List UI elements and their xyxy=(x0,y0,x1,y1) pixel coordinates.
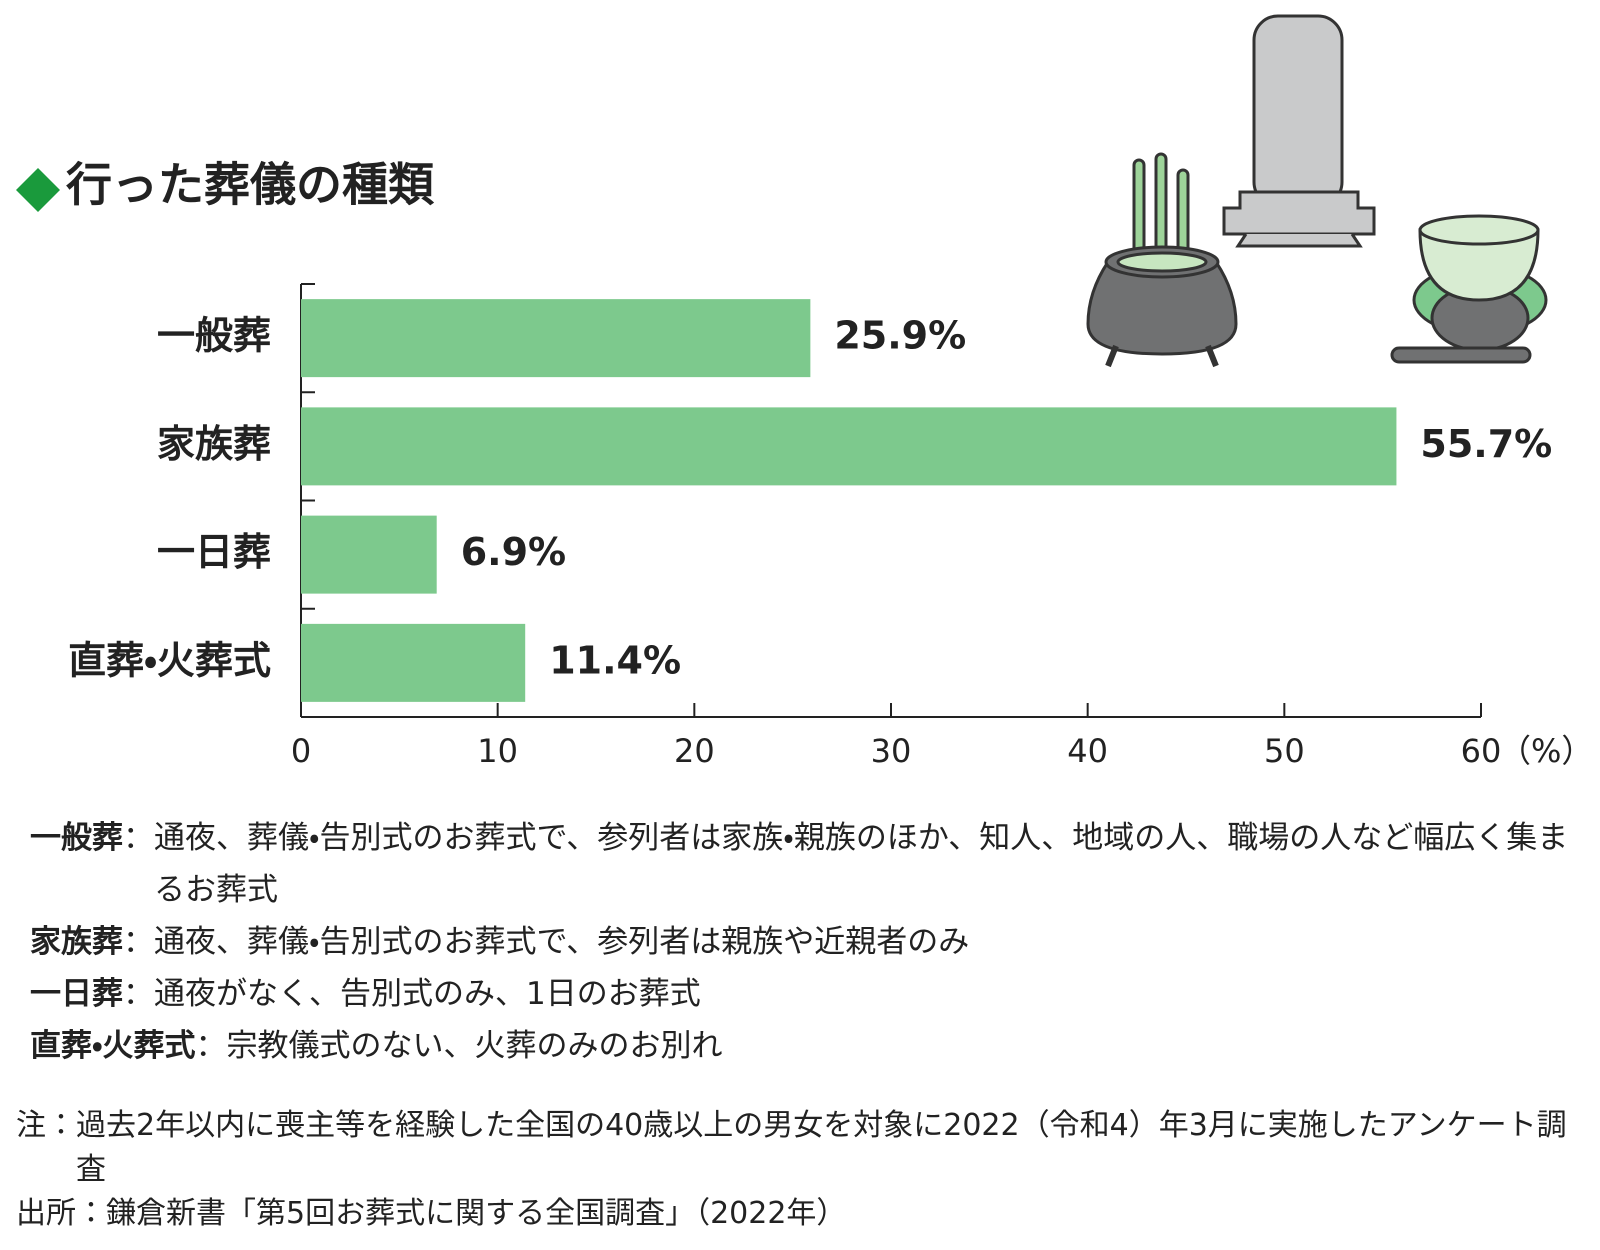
y-tick-label: 家族葬 xyxy=(157,422,271,466)
definition-separator: ： xyxy=(123,820,154,856)
x-tick-label: 50 xyxy=(1264,732,1305,770)
x-tick-label: 30 xyxy=(871,732,912,770)
illustration xyxy=(1086,14,1548,368)
definition-term: 一般葬 xyxy=(30,820,123,856)
bar xyxy=(301,407,1397,486)
y-tick-label: 直葬・火葬式 xyxy=(68,638,271,682)
note-row: 出所： 鎌倉新書「第5回お葬式に関する全国調査」（2022年） xyxy=(16,1192,1586,1236)
notes: 注： 過去2年以内に喪主等を経験した全国の40歳以上の男女を対象に2022（令和4… xyxy=(16,1104,1586,1236)
value-label: 11.4% xyxy=(549,638,681,682)
definition-text: 通夜、葬儀・告別式のお葬式で、参列者は家族・親族のほか、知人、地域の人、職場の人… xyxy=(154,820,1569,908)
y-tick-label: 一日葬 xyxy=(157,530,271,574)
chart-title: 行った葬儀の種類 xyxy=(66,158,435,212)
x-tick-label: 60 xyxy=(1461,732,1502,770)
note-text: 鎌倉新書「第5回お葬式に関する全国調査」（2022年） xyxy=(106,1196,847,1231)
definition-term: 家族葬 xyxy=(30,924,123,960)
definition-separator: ： xyxy=(123,924,154,960)
definition-term: 一日葬 xyxy=(30,976,123,1012)
note-text: 過去2年以内に喪主等を経験した全国の40歳以上の男女を対象に2022（令和4）年… xyxy=(76,1108,1567,1187)
x-tick-label: 20 xyxy=(674,732,715,770)
note-label: 注： xyxy=(16,1108,76,1143)
definitions: 一般葬：通夜、葬儀・告別式のお葬式で、参列者は家族・親族のほか、知人、地域の人、… xyxy=(30,812,1575,1072)
x-unit: （%） xyxy=(1499,732,1593,770)
chart: 行った葬儀の種類 0 10 20 30 40 50 60（%） 一般葬 25.9% 家族葬 55.7… xyxy=(16,14,1593,770)
definition-text: 通夜がなく、告別式のみ、1日のお葬式 xyxy=(154,976,701,1012)
value-label: 6.9% xyxy=(461,530,566,574)
bar xyxy=(301,299,811,378)
bar xyxy=(301,515,437,594)
definition-separator: ： xyxy=(123,976,154,1012)
x-tick-label: 40 xyxy=(1067,732,1108,770)
value-label: 55.7% xyxy=(1420,422,1552,466)
definition-row: 直葬・火葬式：宗教儀式のない、火葬のみのお別れ xyxy=(30,1020,1575,1072)
x-tick-label: 10 xyxy=(477,732,518,770)
definition-text: 宗教儀式のない、火葬のみのお別れ xyxy=(226,1028,723,1064)
x-tick-label: 0 xyxy=(291,732,311,770)
bar xyxy=(301,623,526,702)
definition-separator: ： xyxy=(195,1028,227,1064)
definition-row: 一日葬：通夜がなく、告別式のみ、1日のお葬式 xyxy=(30,968,1575,1020)
title-icon xyxy=(16,168,60,212)
note-row: 注： 過去2年以内に喪主等を経験した全国の40歳以上の男女を対象に2022（令和4… xyxy=(16,1104,1586,1192)
definition-term: 直葬・火葬式 xyxy=(30,1028,196,1064)
definition-row: 家族葬：通夜、葬儀・告別式のお葬式で、参列者は親族や近親者のみ xyxy=(30,916,1575,968)
note-label: 出所： xyxy=(16,1196,106,1231)
definition-row: 一般葬：通夜、葬儀・告別式のお葬式で、参列者は家族・親族のほか、知人、地域の人、… xyxy=(30,812,1575,916)
definition-text: 通夜、葬儀・告別式のお葬式で、参列者は親族や近親者のみ xyxy=(154,924,970,960)
y-tick-label: 一般葬 xyxy=(157,314,271,358)
value-label: 25.9% xyxy=(834,314,966,358)
